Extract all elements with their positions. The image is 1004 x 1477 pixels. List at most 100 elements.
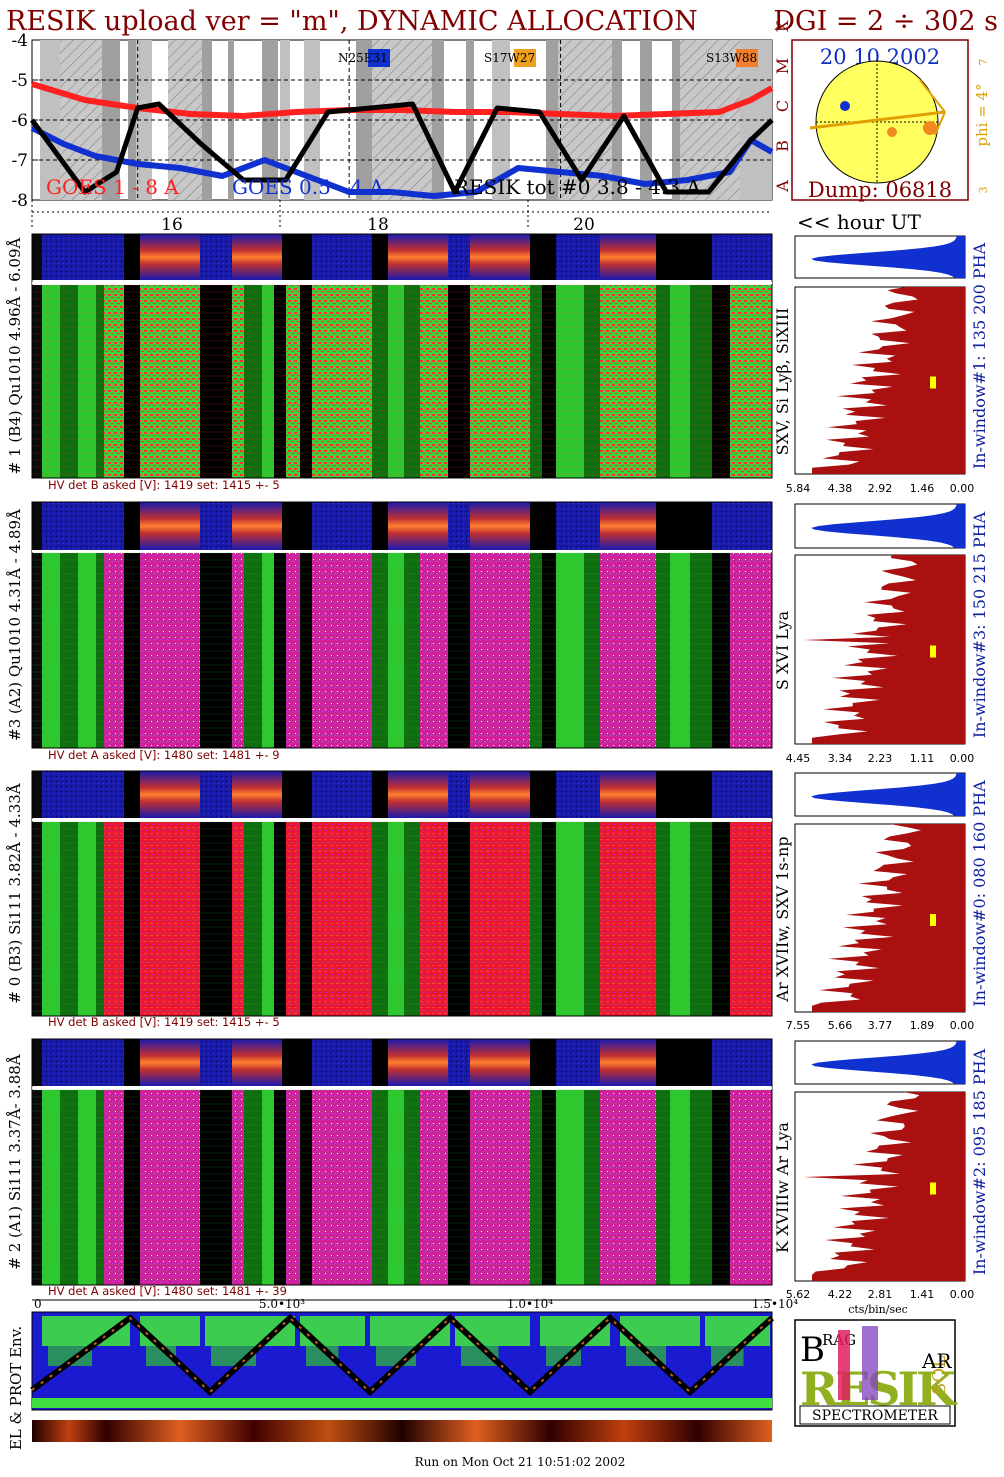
channel-spectrum-strip: [556, 502, 600, 550]
channel-frame: [31, 1038, 773, 1286]
spectrogram-column: [656, 822, 670, 1016]
spectrogram-column: [32, 1090, 42, 1285]
hv-label: HV det B asked [V]: 1419 set: 1415 +- 5: [48, 478, 280, 492]
pha-histogram: [811, 773, 965, 816]
spectral-channels: HV det B asked [V]: 1419 set: 1415 +- 5 #…: [6, 233, 989, 1301]
channel-spectrum-strip: [140, 771, 200, 818]
channel-spectrum-strip: [232, 502, 282, 550]
x-axis-tick-label: 0: [34, 1297, 42, 1311]
channel-window-label: In-window#3: 150 215 PHA: [970, 511, 989, 738]
sun-panel: 20 10 2002 Dump: 06818 phi = 4° 7 3: [791, 39, 991, 202]
spectrogram-column: [670, 1090, 690, 1285]
channel-spectrum-strip: [712, 234, 772, 280]
channel-0: HV det B asked [V]: 1419 set: 1415 +- 5 #…: [6, 233, 989, 495]
spectrogram-column: [600, 285, 656, 478]
spectrogram-column: [286, 822, 300, 1016]
line-marker: [930, 376, 936, 389]
flare-class-M: M: [773, 58, 792, 74]
spectrogram-column: [42, 553, 60, 748]
channel-frame: [31, 233, 773, 479]
channel-left-label: # 0 (B3) Si111 3.82Å - 4.33Å: [6, 783, 24, 1003]
channel-spectrum-strip: [530, 1039, 556, 1086]
spectrum-scale-tick: 7.55: [786, 1019, 811, 1032]
channel-spectrum-strip: [448, 1039, 470, 1086]
spectrogram-column: [388, 822, 404, 1016]
x-axis-tick-label: 1.5•10⁴: [752, 1297, 798, 1311]
channel-frame: [31, 501, 773, 749]
channel-spectrum-strip: [600, 502, 656, 550]
scan-direction-line: [809, 110, 946, 130]
channel-spectrum-strip: [32, 1039, 42, 1086]
hour-axis: 16 18 20: [31, 200, 772, 235]
dump-label: Dump: 06818: [808, 178, 952, 202]
logo-spectrometer: SPECTROMETER: [812, 1408, 938, 1424]
spectrogram-column: [262, 822, 274, 1016]
spectrogram-column: [104, 822, 124, 1016]
channel-spectrum-strip: [656, 1039, 712, 1086]
channel-spectrum-strip: [388, 502, 448, 550]
spectrogram-column: [712, 285, 730, 478]
spectrogram-column: [542, 822, 556, 1016]
channel-spectrum-strip: [600, 771, 656, 818]
channel-spectrum-strip: [124, 502, 140, 550]
spectrogram-column: [404, 553, 420, 748]
spectrogram-column: [530, 285, 542, 478]
spectrogram-column: [470, 285, 530, 478]
spectrogram-column: [124, 285, 140, 478]
spectrum-scale-tick: 3.34: [828, 752, 853, 765]
spectrogram-column: [556, 822, 584, 1016]
channel-spectrum-strip: [448, 771, 470, 818]
spectrogram-column: [372, 1090, 388, 1285]
goes-ytick-label: -7: [11, 151, 28, 171]
spectrogram-column: [244, 285, 262, 478]
spectrogram-column: [656, 285, 670, 478]
goes-flare-class-axis: A B C M X: [773, 20, 792, 193]
spectrogram-column: [96, 822, 104, 1016]
channel-window-label: In-window#2: 095 185 PHA: [970, 1048, 989, 1275]
phi-max: 7: [977, 59, 990, 66]
spectrogram-column: [670, 553, 690, 748]
channel-spectrum-strip: [42, 502, 124, 550]
envelope-green-mid: [306, 1346, 339, 1366]
channel-spectrum-strip: [372, 771, 388, 818]
channel-spectrum-strip: [656, 234, 712, 280]
spectrum-profile: [812, 287, 965, 474]
channel-spectrum-strip: [372, 502, 388, 550]
spectrum-scale-tick: 5.84: [786, 482, 811, 495]
spectrogram-column: [448, 822, 470, 1016]
spectrogram-column: [404, 285, 420, 478]
channel-spectrum-strip: [600, 1039, 656, 1086]
spectrum-scale-tick: 5.62: [786, 1288, 811, 1301]
spectrogram-column: [712, 1090, 730, 1285]
envelope-green-top: [205, 1316, 295, 1346]
channel-1: HV det A asked [V]: 1480 set: 1481 +- 9 #…: [6, 501, 989, 765]
spectrogram-column: [312, 1090, 372, 1285]
spectrogram-column: [420, 822, 448, 1016]
active-region-label: S13W88: [706, 51, 757, 65]
channel-spectrum-strip: [282, 1039, 312, 1086]
spectrogram-column: [124, 1090, 140, 1285]
channel-spectrum-strip: [712, 771, 772, 818]
spectrogram-column: [542, 1090, 556, 1285]
channel-spectrum-strip: [232, 1039, 282, 1086]
spectrum-scale-tick: 1.11: [910, 752, 935, 765]
spectrogram-column: [730, 553, 772, 748]
channel-line-label: Ar XVIIw, SXV 1s-np: [773, 836, 792, 1002]
spectrogram-column: [584, 1090, 600, 1285]
spectrogram-column: [556, 1090, 584, 1285]
channel-spectrum-strip: [200, 771, 232, 818]
channel-spectrum-strip: [32, 771, 42, 818]
spectrogram-column: [60, 822, 78, 1016]
spectrogram-column: [530, 822, 542, 1016]
spectrogram-column: [712, 822, 730, 1016]
channel-spectrum-strip: [200, 1039, 232, 1086]
spectrum-scale-tick: 0.00: [950, 752, 975, 765]
spectrogram-column: [104, 553, 124, 748]
channel-spectrum-strip: [470, 234, 530, 280]
spectrogram-column: [244, 553, 262, 748]
active-region-s17w27: [887, 127, 897, 137]
spectrogram-column: [286, 553, 300, 748]
spectrogram-column: [78, 822, 96, 1016]
channel-spectrum-strip: [372, 1039, 388, 1086]
